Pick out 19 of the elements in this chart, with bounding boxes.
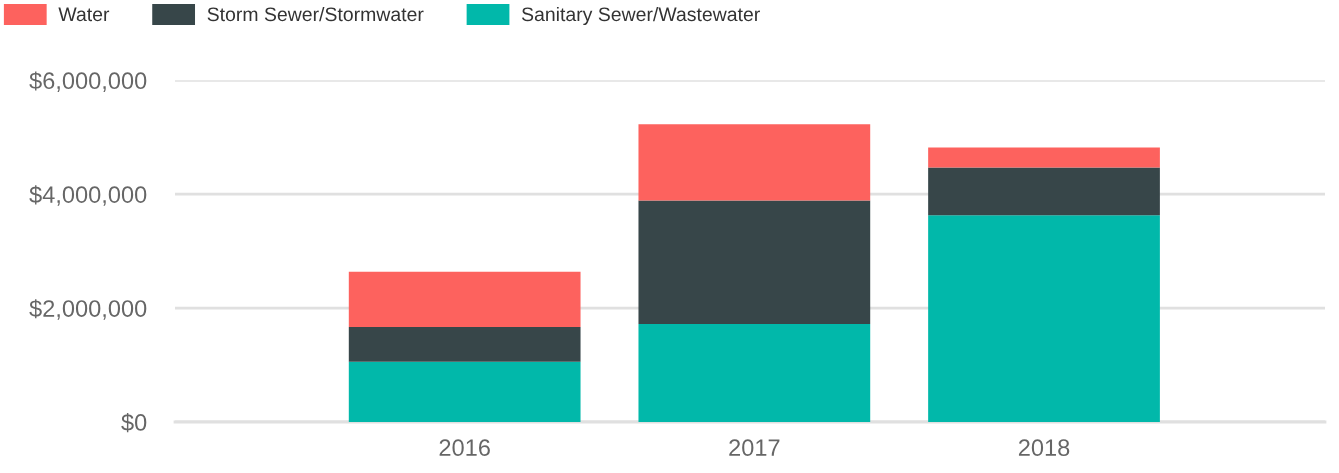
legend-label: Storm Sewer/Stormwater (207, 6, 424, 22)
bar (348, 361, 581, 422)
y-tick-label: $2,000,000 (29, 299, 147, 320)
y-tick-label: $0 (121, 413, 147, 433)
legend-label: Water (58, 7, 110, 22)
bar (928, 147, 1160, 168)
bar (348, 326, 581, 362)
bar (638, 200, 871, 325)
x-tick-label: 2016 (439, 439, 490, 457)
bar (348, 271, 581, 327)
bar (638, 124, 871, 201)
bar (928, 215, 1160, 422)
legend-label: Sanitary Sewer/Wastewater (521, 6, 760, 26)
x-tick-label: 2017 (729, 439, 780, 457)
bar (638, 324, 871, 422)
x-tick-label: 2018 (1018, 439, 1070, 457)
bar (928, 167, 1160, 216)
y-tick-label: $4,000,000 (29, 185, 147, 206)
y-tick-label: $6,000,000 (29, 71, 147, 92)
